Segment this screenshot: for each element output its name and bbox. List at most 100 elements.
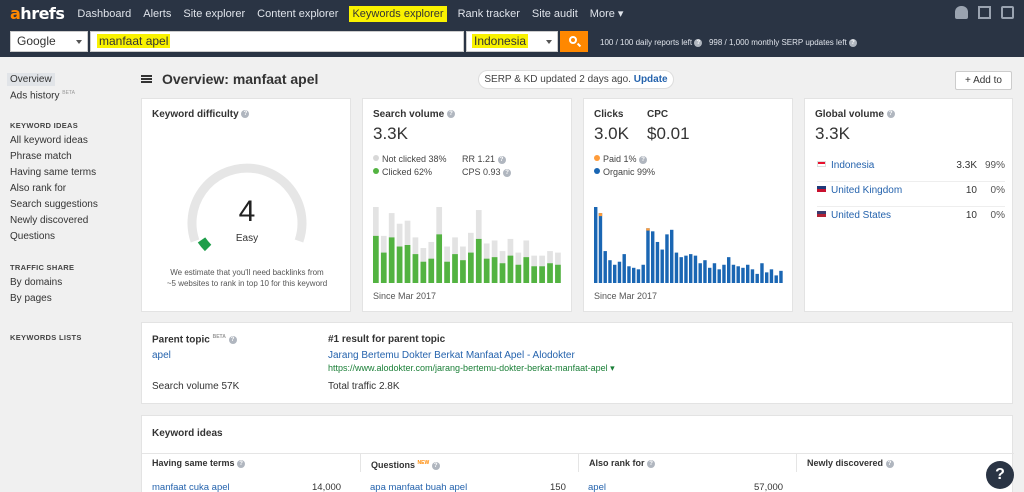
- clicks-paid: Paid 1% ?: [594, 154, 648, 164]
- help-icon[interactable]: ?: [497, 155, 506, 164]
- sidebar-item-questions[interactable]: Questions: [10, 231, 56, 242]
- chart-bar-organic: [641, 264, 645, 283]
- idea-keyword[interactable]: apa manfaat buah apel: [370, 482, 468, 492]
- chevron-down-icon: [546, 40, 552, 44]
- keyword-ideas-card: Keyword ideas Having same terms ? Questi…: [141, 415, 1014, 492]
- gv-country[interactable]: United States: [831, 210, 892, 221]
- nav-more[interactable]: More ▾: [589, 8, 624, 20]
- clicks-value: 3.0K: [594, 124, 629, 143]
- chart-bar-clicked: [428, 258, 435, 283]
- chart-bar-clicked: [475, 238, 482, 283]
- sidebar-item-all-keyword-ideas[interactable]: All keyword ideas: [10, 135, 88, 146]
- add-to-button[interactable]: + Add to: [955, 71, 1012, 90]
- ahrefs-logo[interactable]: ahrefs: [10, 4, 65, 23]
- help-icon[interactable]: ?: [848, 38, 857, 47]
- help-icon[interactable]: ?: [647, 459, 656, 468]
- clicks-title: Clicks: [594, 109, 624, 120]
- account-icon[interactable]: [1001, 6, 1014, 19]
- monitor-icon[interactable]: [978, 6, 991, 19]
- parent-search-volume: Search volume 57K: [152, 381, 240, 392]
- nav-rank-tracker[interactable]: Rank tracker: [457, 7, 520, 20]
- search-engine-select[interactable]: Google: [10, 31, 88, 52]
- chart-bar-clicked: [373, 235, 379, 283]
- chart-bar-clicked: [555, 264, 561, 283]
- chart-bar-organic: [750, 269, 755, 283]
- col-also-rank-for[interactable]: Also rank for ?: [578, 453, 796, 472]
- menu-icon[interactable]: [141, 75, 152, 83]
- sidebar-item-search-suggestions[interactable]: Search suggestions: [10, 199, 98, 210]
- update-link[interactable]: Update: [633, 74, 668, 85]
- sidebar-item-also-rank-for[interactable]: Also rank for: [10, 183, 67, 194]
- sidebar-item-phrase-match[interactable]: Phrase match: [10, 151, 72, 162]
- chart-bar-organic: [646, 228, 650, 283]
- col-questions[interactable]: Questions NEW ?: [360, 453, 578, 472]
- country-select[interactable]: Indonesia: [466, 31, 558, 52]
- chart-bar-organic: [632, 267, 636, 283]
- nav-dashboard[interactable]: Dashboard: [77, 7, 132, 20]
- kd-gauge-track: [187, 163, 307, 243]
- chart-bar-clicked: [380, 252, 387, 283]
- sidebar-item-overview[interactable]: Overview: [7, 73, 55, 86]
- chart-bar-organic: [727, 257, 731, 283]
- chart-bar-organic: [712, 263, 717, 283]
- help-icon[interactable]: ?: [237, 459, 246, 468]
- nav-content-explorer[interactable]: Content explorer: [257, 7, 339, 20]
- keyword-input[interactable]: manfaat apel: [90, 31, 464, 52]
- top-result-title[interactable]: Jarang Bertemu Dokter Berkat Manfaat Ape…: [328, 350, 575, 361]
- chart-bar-clicked: [499, 263, 506, 283]
- top-result-url[interactable]: https://www.alodokter.com/jarang-bertemu…: [328, 363, 615, 373]
- bell-icon[interactable]: [955, 6, 968, 19]
- chevron-down-icon: [76, 40, 82, 44]
- help-icon[interactable]: ?: [228, 335, 237, 344]
- chart-bar-clicked: [436, 234, 443, 283]
- nav-site-explorer[interactable]: Site explorer: [183, 7, 246, 20]
- chart-bar-clicked: [460, 260, 466, 283]
- nav-site-audit[interactable]: Site audit: [531, 7, 578, 20]
- sidebar-item-by-pages[interactable]: By pages: [10, 293, 52, 304]
- chart-bar-organic: [636, 269, 641, 283]
- help-icon[interactable]: ?: [639, 155, 648, 164]
- chart-bar-organic: [755, 273, 759, 283]
- total-traffic: Total traffic 2.8K: [328, 381, 400, 392]
- sidebar-item-having-same-terms[interactable]: Having same terms: [10, 167, 97, 178]
- chart-bar-clicked: [531, 266, 538, 283]
- help-icon[interactable]: ?: [446, 110, 455, 119]
- parent-topic-link[interactable]: apel: [152, 350, 171, 361]
- search-button[interactable]: [560, 31, 588, 52]
- sidebar-item-ads-history[interactable]: Ads history BETA: [10, 90, 75, 102]
- idea-volume: 150: [550, 482, 566, 492]
- sv-bar-chart: [373, 207, 561, 283]
- search-icon: [569, 36, 577, 44]
- chart-bar-organic: [741, 267, 745, 283]
- gv-row: United Kingdom 10 0%: [817, 184, 1005, 207]
- nav-alerts[interactable]: Alerts: [143, 7, 172, 20]
- chart-bar-clicked: [412, 254, 419, 283]
- sidebar-item-by-domains[interactable]: By domains: [10, 277, 63, 288]
- help-chat-button[interactable]: ?: [986, 461, 1014, 489]
- sv-clicked: Clicked 62%: [373, 167, 432, 177]
- chart-bar-organic: [760, 263, 764, 283]
- sidebar-item-newly-discovered[interactable]: Newly discovered: [10, 215, 89, 226]
- idea-keyword[interactable]: manfaat cuka apel: [152, 482, 230, 492]
- col-having-same-terms[interactable]: Having same terms ?: [142, 453, 360, 472]
- col-newly-discovered[interactable]: Newly discovered ?: [796, 453, 1014, 472]
- help-icon[interactable]: ?: [503, 168, 512, 177]
- help-icon[interactable]: ?: [431, 461, 440, 470]
- chart-bar-clicked: [388, 237, 395, 283]
- help-icon[interactable]: ?: [694, 38, 703, 47]
- help-icon[interactable]: ?: [241, 110, 250, 119]
- gv-title: Global volume ?: [815, 109, 895, 120]
- help-icon[interactable]: ?: [886, 110, 895, 119]
- help-icon[interactable]: ?: [885, 459, 894, 468]
- chart-bar-clicked: [396, 246, 403, 283]
- chart-bar-clicked: [468, 252, 474, 283]
- chart-bar-organic: [674, 252, 679, 283]
- gv-row: Indonesia 3.3K 99%: [817, 159, 1005, 182]
- gv-country[interactable]: Indonesia: [831, 160, 875, 171]
- idea-keyword[interactable]: apel: [588, 482, 606, 492]
- chart-bar-organic: [594, 207, 598, 283]
- nav-keywords-explorer[interactable]: Keywords explorer: [349, 5, 447, 22]
- gv-country[interactable]: United Kingdom: [831, 185, 903, 196]
- chart-bar-clicked: [515, 264, 522, 283]
- chart-bar-organic: [731, 264, 736, 283]
